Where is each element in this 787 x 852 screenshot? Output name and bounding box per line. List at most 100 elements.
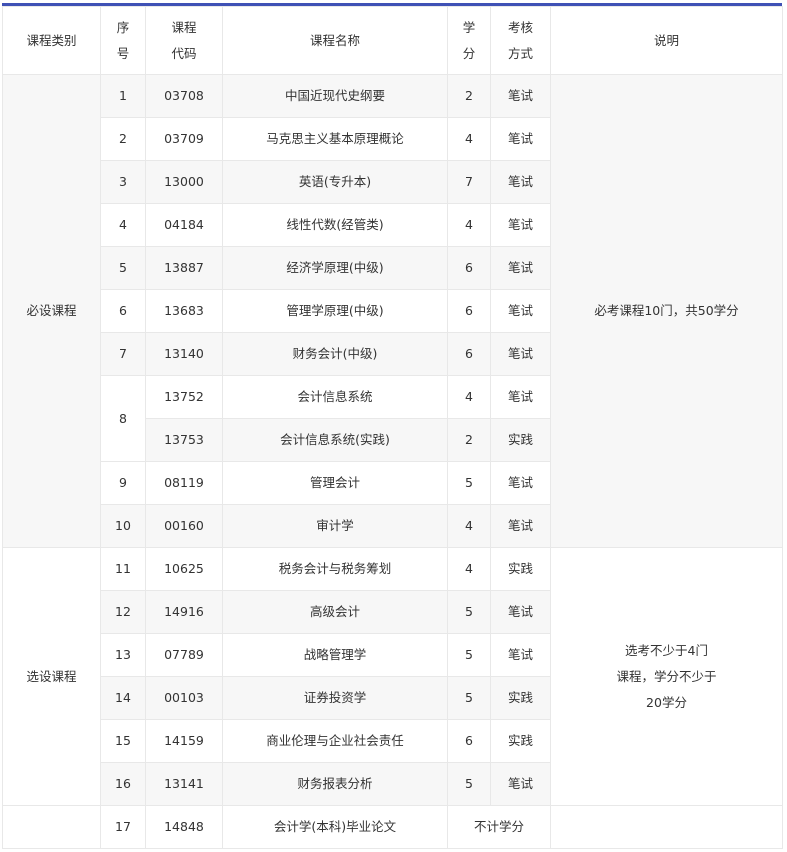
credit-cell: 4 [447, 504, 491, 548]
exam-cell: 实践 [490, 418, 551, 462]
table-row: 17 14848 会计学(本科)毕业论文 不计学分 [2, 805, 783, 849]
code-cell: 13140 [145, 332, 223, 376]
code-cell: 03708 [145, 74, 223, 118]
exam-cell: 笔试 [490, 504, 551, 548]
code-cell: 13683 [145, 289, 223, 333]
exam-cell: 笔试 [490, 246, 551, 290]
note-cell: 选考不少于4门 课程，学分不少于 20学分 [550, 547, 783, 806]
header-name: 课程名称 [222, 6, 448, 75]
credit-cell: 5 [447, 590, 491, 634]
name-cell: 线性代数(经管类) [222, 203, 448, 247]
name-cell: 管理会计 [222, 461, 448, 505]
header-row: 课程类别 序号 课程 代码 课程名称 学分 考核 方式 说明 [2, 6, 783, 75]
exam-cell: 笔试 [490, 117, 551, 161]
header-exam: 考核 方式 [490, 6, 551, 75]
name-cell: 证券投资学 [222, 676, 448, 720]
credit-cell: 4 [447, 203, 491, 247]
table-row: 6 13683 管理学原理(中级) 6 笔试 [3, 289, 783, 333]
seq-cell: 7 [100, 332, 146, 376]
credit-cell: 6 [447, 289, 491, 333]
code-cell: 03709 [145, 117, 223, 161]
name-cell: 审计学 [222, 504, 448, 548]
table-row: 5 13887 经济学原理(中级) 6 笔试 [3, 246, 783, 290]
name-cell: 战略管理学 [222, 633, 448, 677]
category-cell: 必设课程 [2, 74, 101, 548]
category-cell [2, 805, 101, 849]
credit-cell: 5 [447, 762, 491, 806]
code-cell: 04184 [145, 203, 223, 247]
table-row: 2 03709 马克思主义基本原理概论 4 笔试 [3, 117, 783, 161]
exam-cell: 实践 [490, 547, 551, 591]
note-cell [550, 805, 783, 849]
course-table-container: 课程类别 序号 课程 代码 课程名称 学分 考核 方式 说明 必设课程 1 03708 中… [2, 3, 783, 849]
name-cell: 管理学原理(中级) [222, 289, 448, 333]
credit-cell: 6 [447, 246, 491, 290]
table-row: 10 00160 审计学 4 笔试 [3, 504, 783, 548]
exam-cell: 笔试 [490, 762, 551, 806]
code-cell: 13753 [145, 418, 223, 462]
credit-cell: 6 [447, 332, 491, 376]
name-cell: 财务会计(中级) [222, 332, 448, 376]
code-cell: 00160 [145, 504, 223, 548]
exam-cell: 笔试 [490, 590, 551, 634]
code-cell: 10625 [145, 547, 223, 591]
seq-cell: 6 [100, 289, 146, 333]
seq-cell: 2 [100, 117, 146, 161]
credit-cell: 4 [447, 117, 491, 161]
note-line: 必考课程10门，共50学分 [594, 303, 739, 318]
table-row: 选设课程 11 10625 税务会计与税务筹划 4 实践 选考不少于4门 课程，学分不少于 20… [2, 547, 783, 806]
header-code: 课程 代码 [145, 6, 223, 75]
exam-cell: 笔试 [490, 633, 551, 677]
table-row: 16 13141 财务报表分析 5 笔试 [3, 762, 783, 806]
seq-cell: 10 [100, 504, 146, 548]
code-cell: 08119 [145, 461, 223, 505]
seq-cell: 11 [100, 547, 146, 591]
seq-cell: 9 [100, 461, 146, 505]
exam-cell: 笔试 [490, 461, 551, 505]
seq-cell: 1 [100, 74, 146, 118]
category-cell: 选设课程 [2, 547, 101, 806]
name-cell: 商业伦理与企业社会责任 [222, 719, 448, 763]
code-cell: 14159 [145, 719, 223, 763]
exam-cell: 笔试 [490, 332, 551, 376]
exam-cell: 实践 [490, 719, 551, 763]
header-seq: 序号 [100, 6, 146, 75]
name-cell: 财务报表分析 [222, 762, 448, 806]
seq-cell: 16 [100, 762, 146, 806]
seq-cell: 15 [100, 719, 146, 763]
name-cell: 马克思主义基本原理概论 [222, 117, 448, 161]
code-cell: 13000 [145, 160, 223, 204]
credit-cell: 4 [447, 375, 491, 419]
credit-cell: 6 [447, 719, 491, 763]
seq-cell: 17 [100, 805, 146, 849]
credit-cell: 5 [447, 633, 491, 677]
seq-cell: 5 [100, 246, 146, 290]
table-row: 12 14916 高级会计 5 笔试 [3, 590, 783, 634]
code-cell: 14848 [145, 805, 223, 849]
seq-cell: 12 [100, 590, 146, 634]
course-table: 课程类别 序号 课程 代码 课程名称 学分 考核 方式 说明 必设课程 1 03708 中… [2, 6, 783, 849]
exam-cell: 实践 [490, 676, 551, 720]
table-row: 8 13752 会计信息系统 4 笔试 [3, 375, 783, 462]
credit-cell: 2 [447, 418, 491, 462]
exam-cell: 笔试 [490, 375, 551, 419]
seq-cell: 4 [100, 203, 146, 247]
exam-cell: 笔试 [490, 289, 551, 333]
note-line: 选考不少于4门 [625, 642, 708, 658]
code-cell: 13141 [145, 762, 223, 806]
table-row: 13753 会计信息系统(实践) 2 实践 [3, 418, 783, 462]
credit-cell: 7 [447, 160, 491, 204]
name-cell: 会计信息系统(实践) [222, 418, 448, 462]
code-cell: 13887 [145, 246, 223, 290]
table-body: 必设课程 1 03708 中国近现代史纲要 2 笔试 必考课程10门，共50学分 2 03709… [2, 74, 783, 849]
table-row: 4 04184 线性代数(经管类) 4 笔试 [3, 203, 783, 247]
exam-cell: 笔试 [490, 74, 551, 118]
code-cell: 14916 [145, 590, 223, 634]
name-cell: 会计信息系统 [222, 375, 448, 419]
name-cell: 中国近现代史纲要 [222, 74, 448, 118]
name-cell: 经济学原理(中级) [222, 246, 448, 290]
table-row: 必设课程 1 03708 中国近现代史纲要 2 笔试 必考课程10门，共50学分 [2, 74, 783, 548]
seq-cell: 14 [100, 676, 146, 720]
name-cell: 会计学(本科)毕业论文 [222, 805, 448, 849]
header-note: 说明 [550, 6, 783, 75]
